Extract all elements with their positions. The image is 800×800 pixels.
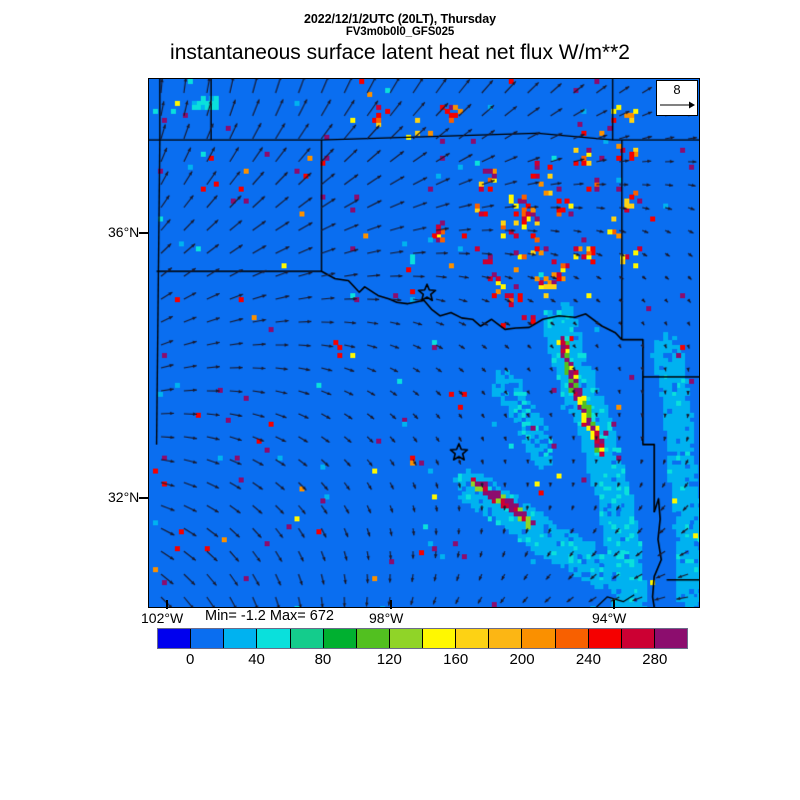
colorbar-tick-120: 120 — [376, 651, 402, 668]
colorbar-segment-9 — [456, 629, 490, 648]
lat-tick-32 — [139, 497, 148, 499]
lon-tick-102 — [166, 600, 168, 609]
colorbar-segment-14 — [621, 629, 655, 648]
chart-header: 2022/12/1/2UTC (20LT), Thursday FV3m0b0l… — [0, 0, 800, 65]
lon-tick-98 — [390, 600, 392, 609]
colorbar-segment-8 — [423, 629, 457, 648]
colorbar[interactable] — [157, 628, 688, 649]
colorbar-segment-0 — [158, 629, 192, 648]
colorbar-tick-280: 280 — [642, 651, 668, 668]
colorbar-segment-7 — [389, 629, 423, 648]
colorbar-tick-0: 0 — [186, 651, 195, 668]
lat-tick-36 — [139, 232, 148, 234]
map-plot-area[interactable]: 8 — [148, 78, 700, 608]
colorbar-segment-11 — [522, 629, 556, 648]
colorbar-segment-12 — [555, 629, 589, 648]
lon-tick-94 — [613, 600, 615, 609]
lon-label-102: 102°W — [141, 610, 184, 626]
wind-vector-legend: 8 — [656, 80, 698, 116]
colorbar-segments[interactable] — [157, 628, 688, 649]
colorbar-tick-160: 160 — [443, 651, 469, 668]
colorbar-segment-2 — [224, 629, 258, 648]
lat-label-32: 32°N — [108, 489, 140, 505]
colorbar-segment-15 — [654, 629, 687, 648]
colorbar-segment-13 — [588, 629, 622, 648]
colorbar-tick-80: 80 — [314, 651, 332, 668]
colorbar-tick-200: 200 — [509, 651, 535, 668]
colorbar-tick-240: 240 — [575, 651, 601, 668]
colorbar-tick-40: 40 — [248, 651, 265, 668]
colorbar-segment-6 — [356, 629, 390, 648]
lon-label-98: 98°W — [369, 610, 404, 626]
arrow-right-icon — [660, 101, 695, 109]
colorbar-segment-4 — [290, 629, 324, 648]
model-subtitle: FV3m0b0l0_GFS025 — [345, 26, 455, 38]
flux-heatmap-canvas — [149, 79, 699, 607]
colorbar-segment-5 — [323, 629, 357, 648]
lat-label-36: 36°N — [108, 224, 140, 240]
minmax-stats-label: Min= -1.2 Max= 672 — [205, 608, 334, 624]
datetime-subtitle: 2022/12/1/2UTC (20LT), Thursday — [304, 12, 496, 26]
colorbar-segment-10 — [489, 629, 523, 648]
colorbar-segment-1 — [191, 629, 225, 648]
wind-vector-magnitude: 8 — [673, 82, 681, 97]
page-title: instantaneous surface latent heat net fl… — [170, 41, 630, 64]
colorbar-segment-3 — [257, 629, 291, 648]
lon-label-94: 94°W — [592, 610, 627, 626]
